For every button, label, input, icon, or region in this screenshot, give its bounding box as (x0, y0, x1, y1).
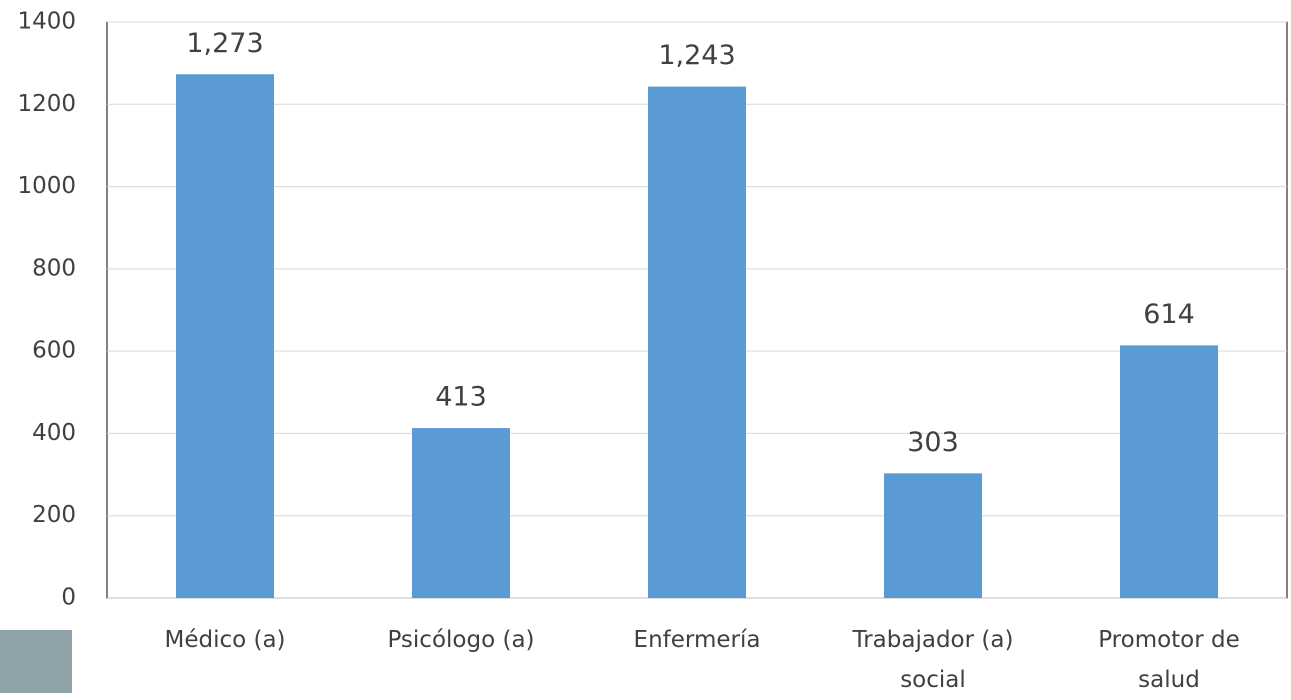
bar (412, 428, 510, 598)
y-tick-label: 1000 (17, 173, 76, 199)
page: 0 200 400 600 800 1000 1200 1400 1,273 413 1,243 30… (0, 0, 1291, 693)
decoration (0, 630, 72, 693)
y-tick-label: 200 (32, 502, 76, 528)
value-label: 413 (435, 382, 487, 413)
y-tick-label: 0 (61, 585, 76, 611)
y-tick-label: 1200 (17, 91, 76, 117)
value-label: 614 (1143, 299, 1195, 330)
y-tick-label: 800 (32, 255, 76, 281)
value-label: 1,243 (658, 40, 735, 71)
x-tick-label: Trabajador (a) social (843, 620, 1023, 700)
x-tick-label: Médico (a) (135, 620, 315, 660)
x-tick-label: Enfermería (607, 620, 787, 660)
value-label: 303 (907, 427, 959, 458)
y-tick-label: 1400 (17, 9, 76, 35)
chart: 0 200 400 600 800 1000 1200 1400 1,273 413 1,243 30… (0, 0, 1291, 693)
bar (176, 74, 274, 598)
y-tick-label: 600 (32, 338, 76, 364)
x-tick-label: Psicólogo (a) (371, 620, 551, 660)
bar (884, 473, 982, 598)
value-label: 1,273 (186, 28, 263, 59)
x-tick-label: Promotor de salud (1079, 620, 1259, 700)
bar (1120, 345, 1218, 598)
y-tick-label: 400 (32, 420, 76, 446)
bar (648, 87, 746, 598)
